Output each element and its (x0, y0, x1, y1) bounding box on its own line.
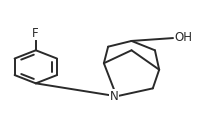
Text: F: F (31, 26, 38, 40)
Text: OH: OH (174, 31, 192, 44)
Text: N: N (110, 90, 119, 103)
